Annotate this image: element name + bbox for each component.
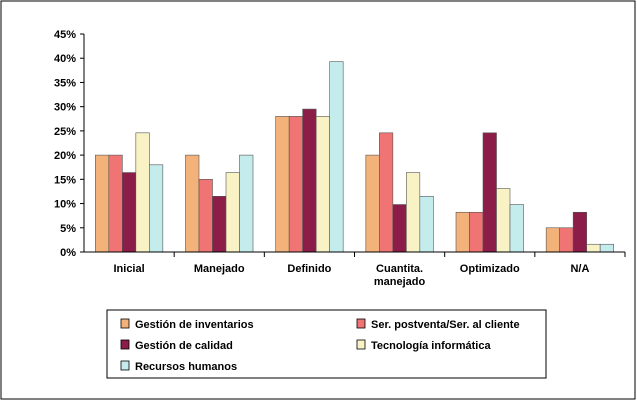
bar <box>212 195 227 253</box>
bar <box>275 116 290 253</box>
x-tick-label: Definido <box>287 263 331 275</box>
y-tick-label: 30% <box>54 102 76 114</box>
bar <box>302 108 317 253</box>
bar <box>482 132 497 253</box>
legend-label: Ser. postventa/Ser. al cliente <box>371 319 520 331</box>
x-tick-label: Optimizado <box>460 263 520 275</box>
y-tick-label: 45% <box>54 29 76 41</box>
legend-label: Tecnología informática <box>371 340 491 352</box>
bar <box>559 227 574 253</box>
bar <box>572 211 587 253</box>
legend-swatch <box>356 318 366 329</box>
bar <box>288 116 303 253</box>
bar <box>455 211 470 253</box>
legend-swatch <box>356 339 366 350</box>
legend-label: Gestión de inventarios <box>135 319 254 331</box>
bar <box>108 154 123 253</box>
y-tick-label: 35% <box>54 77 76 89</box>
y-tick-label: 10% <box>54 199 76 211</box>
x-tick-label: Manejado <box>194 263 245 275</box>
y-tick-label: 5% <box>60 223 76 235</box>
bar <box>586 243 601 253</box>
bar <box>185 154 200 253</box>
bar <box>545 227 560 253</box>
y-tick-label: 40% <box>54 53 76 65</box>
bar <box>329 61 344 253</box>
y-tick-label: 20% <box>54 150 76 162</box>
legend-swatch <box>120 318 130 329</box>
bar <box>469 211 484 253</box>
bar <box>225 172 240 253</box>
y-tick-label: 25% <box>54 126 76 138</box>
y-tick-label: 15% <box>54 174 76 186</box>
bar <box>135 132 150 253</box>
bar <box>496 188 511 253</box>
bar <box>365 154 380 253</box>
bar <box>509 204 524 253</box>
bar <box>406 172 421 253</box>
legend-swatch <box>120 360 130 371</box>
legend-swatch <box>120 339 130 350</box>
bar <box>95 154 110 253</box>
bar <box>198 179 213 253</box>
y-tick-label: 0% <box>60 247 76 259</box>
bar <box>315 116 330 253</box>
bar <box>379 132 394 253</box>
legend-label: Recursos humanos <box>135 361 237 373</box>
x-tick-label: Cuantita. manejado <box>374 263 426 288</box>
bar <box>599 243 614 253</box>
legend-box <box>106 309 547 379</box>
bar <box>419 195 434 253</box>
bar <box>392 204 407 253</box>
bar <box>149 164 164 253</box>
x-tick-label: N/A <box>570 263 589 275</box>
legend-label: Gestión de calidad <box>135 340 233 352</box>
bar <box>239 154 254 253</box>
x-tick-label: Inicial <box>113 263 144 275</box>
bar <box>122 172 137 253</box>
